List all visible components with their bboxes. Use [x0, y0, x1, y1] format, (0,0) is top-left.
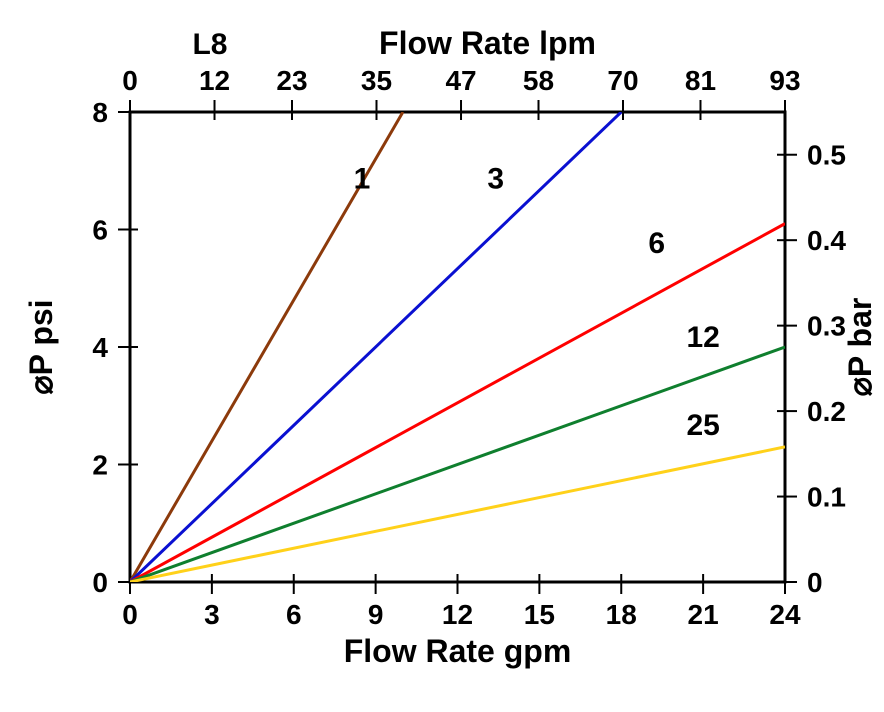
y-left-tick-label: 4 — [92, 332, 108, 363]
series-label-3: 3 — [487, 162, 504, 195]
series-label-6: 6 — [648, 227, 665, 260]
y-right-tick-label: 0 — [807, 567, 823, 598]
series-line-6 — [130, 224, 785, 582]
x-bottom-tick-label: 9 — [368, 599, 384, 630]
x-top-axis-label: Flow Rate lpm — [379, 25, 596, 61]
x-bottom-tick-label: 21 — [688, 599, 719, 630]
y-right-tick-label: 0.3 — [807, 311, 846, 342]
x-bottom-tick-label: 18 — [606, 599, 637, 630]
y-right-axis-label: ⌀P bar — [842, 298, 878, 397]
series-label-25: 25 — [686, 409, 719, 442]
series-label-1: 1 — [354, 162, 371, 195]
x-bottom-tick-label: 3 — [204, 599, 220, 630]
y-right-tick-label: 0.2 — [807, 396, 846, 427]
x-top-tick-label: 47 — [445, 65, 476, 96]
x-bottom-tick-label: 12 — [442, 599, 473, 630]
y-left-tick-label: 0 — [92, 567, 108, 598]
x-bottom-tick-label: 15 — [524, 599, 555, 630]
y-left-axis-label: ⌀P psi — [23, 299, 59, 394]
y-right-tick-label: 0.1 — [807, 482, 846, 513]
series-line-25 — [130, 447, 785, 582]
y-left-tick-label: 2 — [92, 450, 108, 481]
y-left-tick-label: 8 — [92, 97, 108, 128]
legend-code: L8 — [192, 28, 227, 61]
x-top-tick-label: 12 — [199, 65, 230, 96]
series-label-12: 12 — [686, 321, 719, 354]
y-right-tick-label: 0.4 — [807, 225, 846, 256]
series-line-12 — [130, 347, 785, 582]
x-bottom-tick-label: 24 — [769, 599, 801, 630]
x-top-tick-label: 23 — [276, 65, 307, 96]
y-left-tick-label: 6 — [92, 215, 108, 246]
x-top-tick-label: 58 — [523, 65, 554, 96]
pressure-flow-chart: 03691215182124Flow Rate gpm0122335475870… — [0, 0, 884, 712]
x-top-tick-label: 35 — [361, 65, 392, 96]
y-right-tick-label: 0.5 — [807, 140, 846, 171]
x-top-tick-label: 70 — [607, 65, 638, 96]
x-top-tick-label: 0 — [122, 65, 138, 96]
x-bottom-tick-label: 0 — [122, 599, 138, 630]
x-bottom-tick-label: 6 — [286, 599, 302, 630]
x-bottom-axis-label: Flow Rate gpm — [344, 633, 572, 669]
x-top-tick-label: 93 — [769, 65, 800, 96]
x-top-tick-label: 81 — [685, 65, 716, 96]
series-line-3 — [130, 112, 621, 582]
